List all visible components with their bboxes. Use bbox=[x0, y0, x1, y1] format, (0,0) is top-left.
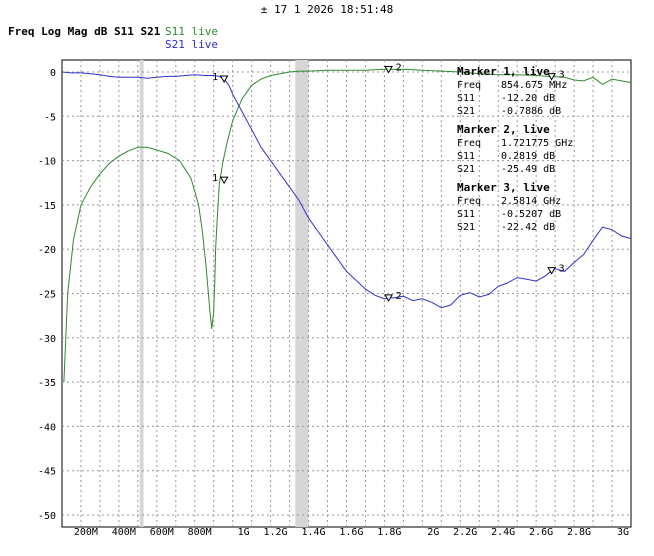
marker-1-s21-triangle bbox=[219, 75, 229, 83]
x-tick-label: 3G bbox=[617, 527, 629, 538]
y-tick-label: -5 bbox=[44, 112, 56, 123]
y-tick-label: -45 bbox=[38, 467, 56, 478]
y-tick-label: -30 bbox=[38, 334, 56, 345]
marker-3-s11-label: 3 bbox=[559, 70, 565, 81]
x-tick-label: 2G bbox=[427, 527, 439, 538]
x-tick-label: 400M bbox=[112, 527, 136, 538]
marker-panel-row-value: 0.2819 dB bbox=[501, 151, 555, 162]
cursor-symbol: ± bbox=[260, 3, 268, 16]
marker-panel-row-label: Freq bbox=[457, 196, 481, 207]
y-tick-label: -25 bbox=[38, 290, 56, 301]
x-tick-label: 2.8G bbox=[567, 527, 591, 538]
y-tick-label: -35 bbox=[38, 378, 56, 389]
marker-panel-row-label: S21 bbox=[457, 106, 475, 117]
legend-s11: S11 live bbox=[165, 25, 218, 38]
y-tick-label: -40 bbox=[38, 422, 56, 433]
header-datetime: ± 17 1 2026 18:51:48 bbox=[0, 3, 654, 16]
marker-2-s11-triangle bbox=[384, 66, 393, 74]
marker-panel-row-value: -22.42 dB bbox=[501, 222, 555, 233]
marker-panel-row-value: -25.49 dB bbox=[501, 164, 555, 175]
x-tick-label: 1.8G bbox=[377, 527, 401, 538]
marker-panel-heading: Marker 3, live bbox=[457, 181, 550, 194]
marker-panel-row-value: -0.5207 dB bbox=[501, 209, 561, 220]
x-tick-label: 1G bbox=[238, 527, 250, 538]
marker-panel-row-label: S11 bbox=[457, 209, 475, 220]
s21-series-line bbox=[61, 71, 632, 309]
shaded-band-1 bbox=[295, 60, 309, 527]
marker-2-s21-label: 2 bbox=[396, 291, 402, 302]
datetime-text: 17 1 2026 18:51:48 bbox=[274, 3, 394, 16]
marker-1-s11-label: 1 bbox=[212, 173, 218, 184]
x-tick-label: 1.4G bbox=[301, 527, 325, 538]
marker-panel-row-label: S21 bbox=[457, 222, 475, 233]
legend-s21: S21 live bbox=[165, 38, 218, 51]
marker-3-s21-label: 3 bbox=[559, 264, 565, 275]
marker-2-s21-triangle bbox=[384, 294, 393, 302]
marker-panel-heading: Marker 2, live bbox=[457, 123, 550, 136]
x-tick-label: 1.6G bbox=[339, 527, 363, 538]
marker-panel-row-value: 1.721775 GHz bbox=[501, 138, 573, 149]
y-tick-label: -10 bbox=[38, 157, 56, 168]
marker-panel-row-label: S11 bbox=[457, 151, 475, 162]
marker-panel-row-value: 854.675 MHz bbox=[501, 80, 567, 91]
x-tick-label: 1.2G bbox=[264, 527, 288, 538]
marker-3-s21-triangle bbox=[547, 267, 556, 275]
y-tick-label: 0 bbox=[50, 68, 56, 79]
x-tick-label: 2.6G bbox=[529, 527, 553, 538]
chart-title: Freq Log Mag dB S11 S21 bbox=[8, 25, 161, 38]
marker-2-s11-label: 2 bbox=[396, 63, 402, 74]
x-tick-label: 2.4G bbox=[491, 527, 515, 538]
y-tick-label: -20 bbox=[38, 245, 56, 256]
marker-panel-row-label: S21 bbox=[457, 164, 475, 175]
marker-panel-row-value: -0.7886 dB bbox=[501, 106, 561, 117]
x-tick-label: 600M bbox=[150, 527, 174, 538]
marker-panel-heading: Marker 1, live bbox=[457, 65, 550, 78]
marker-panel-row-label: Freq bbox=[457, 138, 481, 149]
x-tick-label: 200M bbox=[74, 527, 98, 538]
x-tick-label: 2.2G bbox=[453, 527, 477, 538]
marker-panel-row-label: S11 bbox=[457, 93, 475, 104]
shaded-band-0 bbox=[139, 60, 144, 527]
marker-3-s11-triangle bbox=[547, 73, 556, 81]
marker-panel-row-value: -12.20 dB bbox=[501, 93, 555, 104]
s11-series-line bbox=[63, 68, 632, 383]
x-tick-label: 800M bbox=[188, 527, 212, 538]
marker-1-s21-label: 1 bbox=[212, 72, 218, 83]
marker-panel-row-label: Freq bbox=[457, 80, 481, 91]
y-tick-label: -50 bbox=[38, 511, 56, 522]
marker-panel-row-value: 2.5814 GHz bbox=[501, 196, 561, 207]
y-tick-label: -15 bbox=[38, 201, 56, 212]
marker-1-s11-triangle bbox=[219, 176, 229, 185]
